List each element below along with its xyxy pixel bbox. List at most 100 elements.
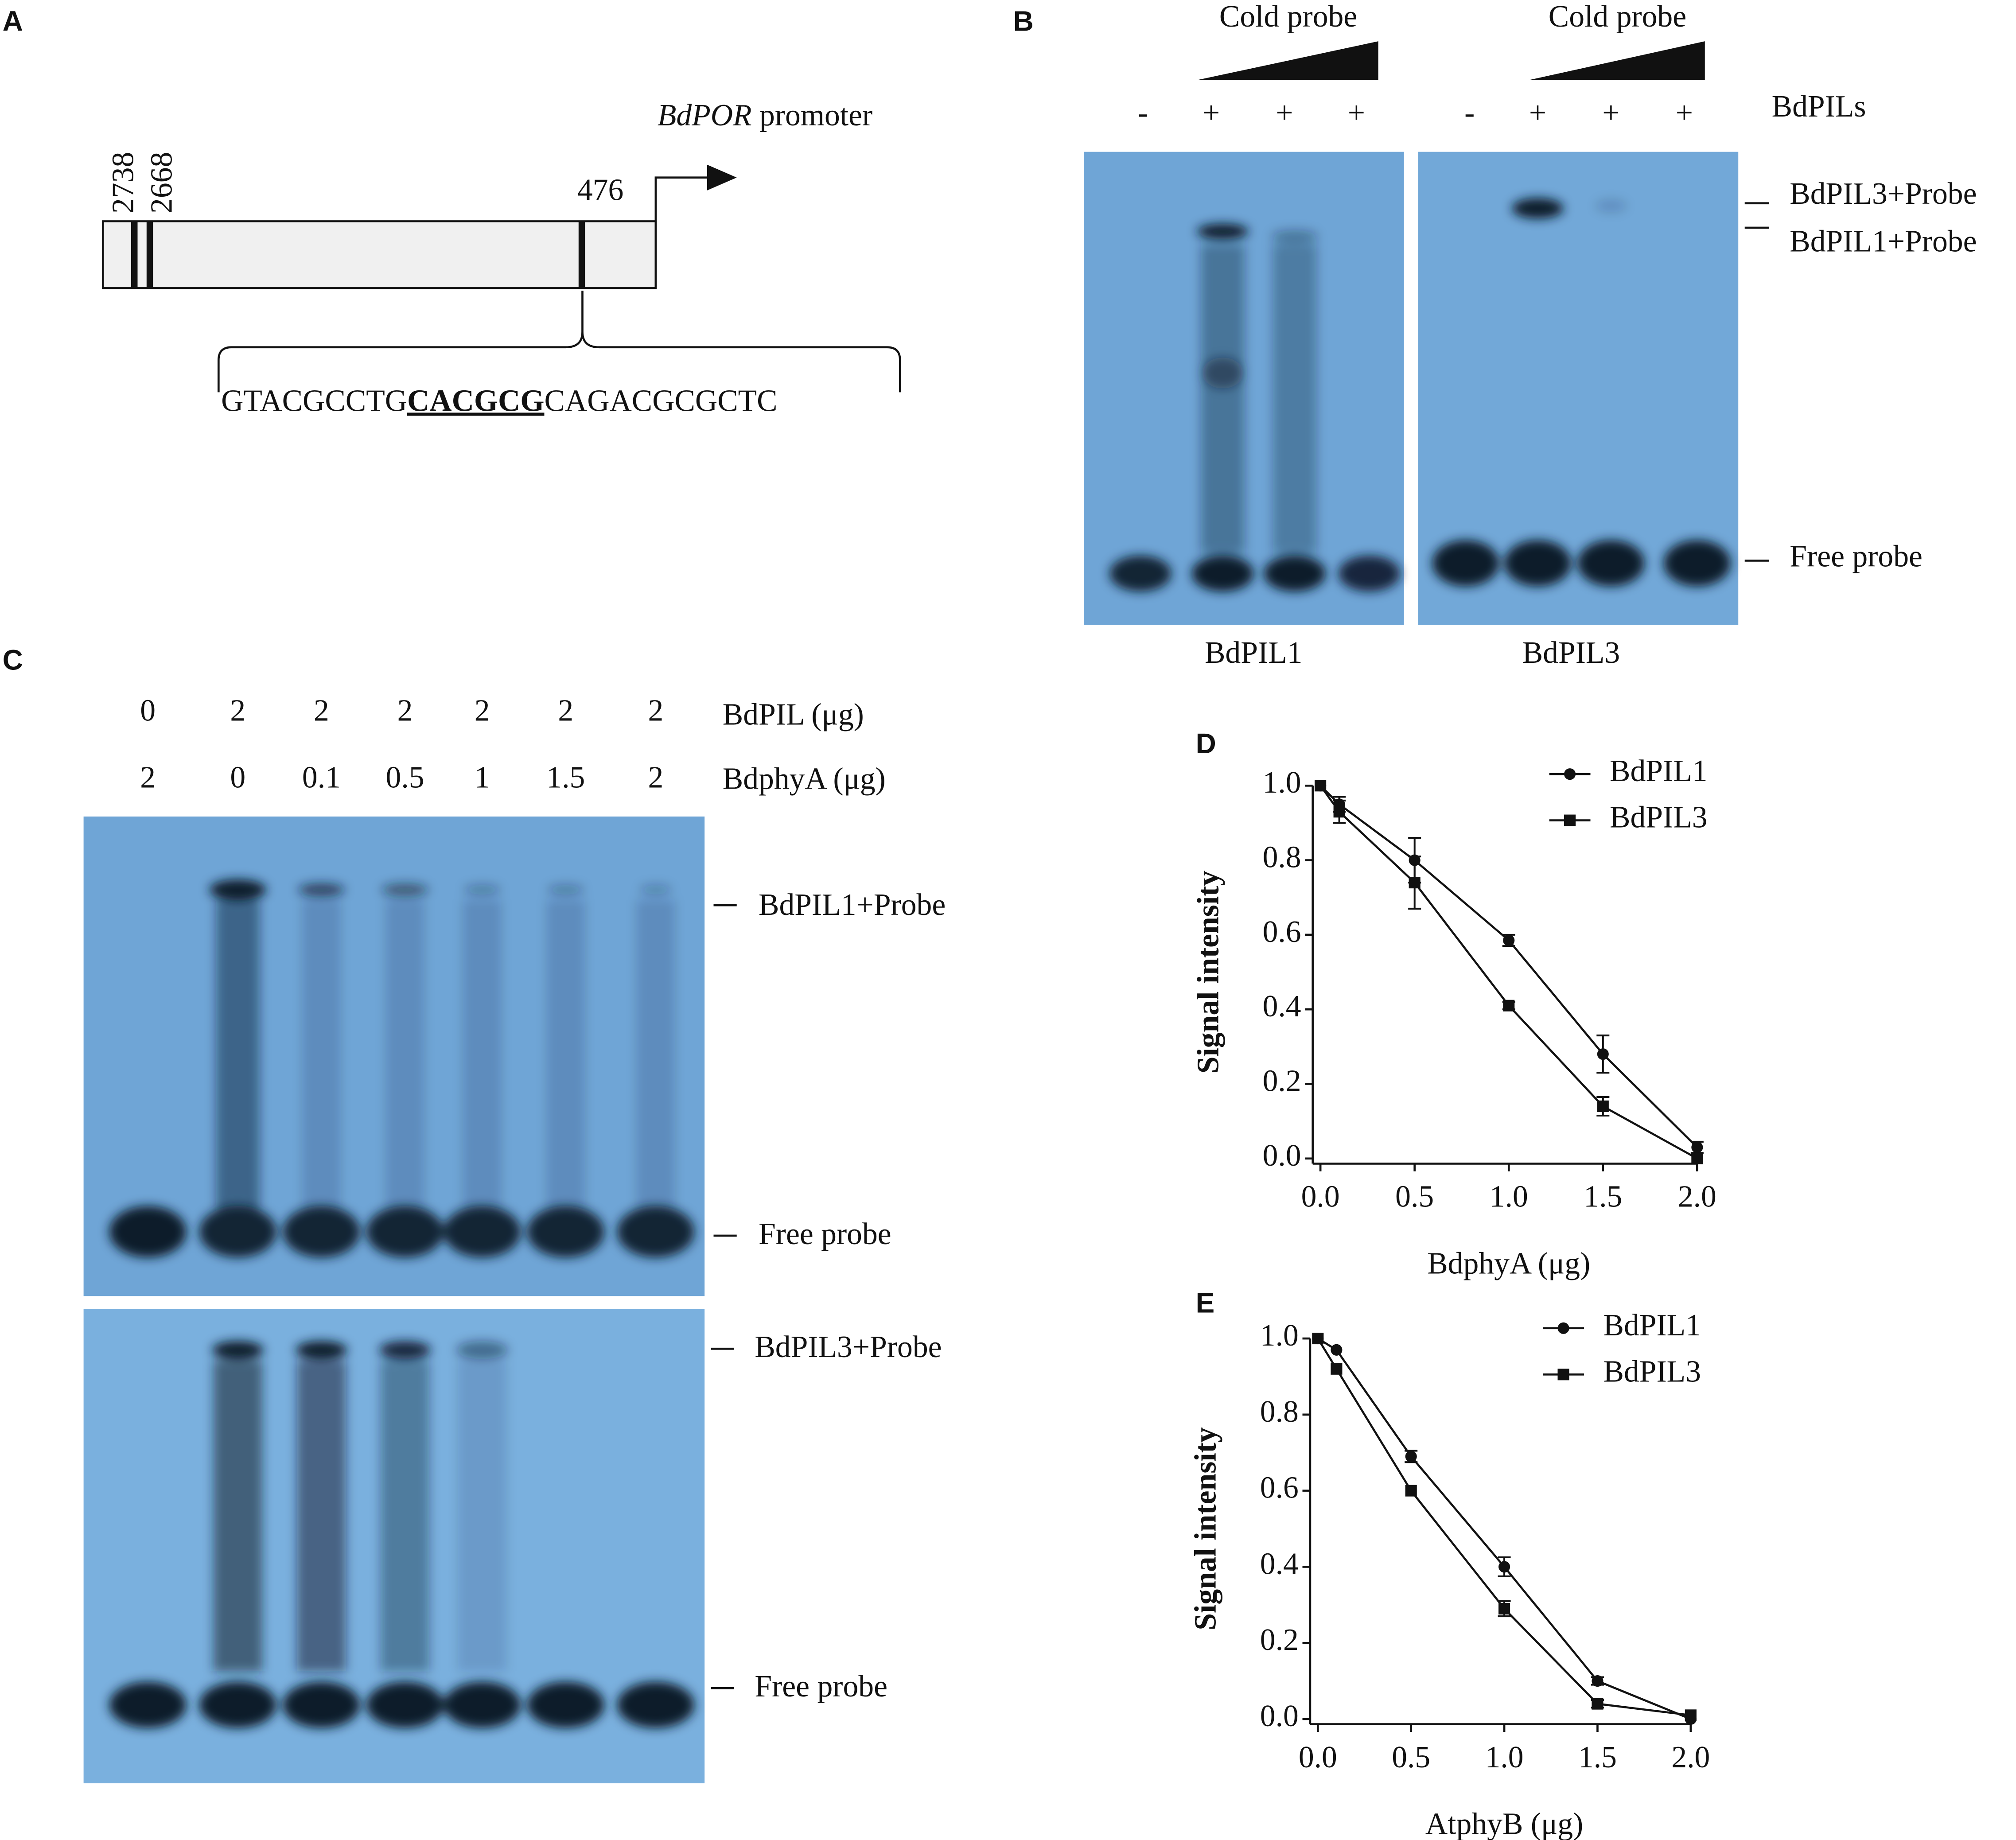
band <box>1512 198 1564 219</box>
smear <box>546 900 585 1209</box>
band <box>1338 555 1401 592</box>
band <box>1596 199 1627 213</box>
legend-label: BdPIL1 <box>1610 754 1708 788</box>
lane-amount: 0.5 <box>386 761 424 795</box>
data-point <box>1331 1344 1343 1356</box>
gel-label: BdPIL1 <box>1205 636 1303 670</box>
smear <box>297 1360 346 1672</box>
x-tick-label: 0.5 <box>1395 1180 1434 1214</box>
data-point <box>1691 1141 1703 1153</box>
position: 2738 <box>106 152 140 214</box>
panel-label: A <box>3 5 23 37</box>
y-tick-label: 0.4 <box>1260 1547 1299 1581</box>
x-tick-label: 2.0 <box>1671 1740 1710 1774</box>
band-dashes <box>711 904 737 1689</box>
x-tick-label: 1.5 <box>1584 1180 1622 1214</box>
band <box>381 883 428 896</box>
lane-sign: - <box>1464 96 1475 130</box>
data-point <box>1315 780 1327 792</box>
band-label: Free probe <box>1790 540 1923 574</box>
band <box>199 1206 276 1258</box>
data-point <box>1498 1561 1510 1573</box>
gel-label: BdPIL3 <box>1522 636 1620 670</box>
band <box>640 884 671 895</box>
data-point <box>1333 806 1345 818</box>
wedge <box>1530 41 1705 80</box>
data-point <box>1409 877 1421 889</box>
y-tick-label: 0.8 <box>1263 840 1301 875</box>
data-point <box>1405 1485 1417 1497</box>
data-point <box>1685 1709 1697 1721</box>
data-point <box>1592 1675 1603 1687</box>
lane-amount: 2 <box>230 694 245 728</box>
smear <box>1201 244 1245 553</box>
site-bar <box>146 221 153 288</box>
panel-label: B <box>1013 5 1034 37</box>
smear <box>463 900 502 1209</box>
band <box>464 884 500 895</box>
smear <box>216 900 260 1209</box>
position: 2668 <box>144 152 179 214</box>
band <box>527 1206 604 1258</box>
panel-label: C <box>3 644 23 676</box>
band <box>296 1341 347 1359</box>
data-point <box>1503 1000 1515 1011</box>
y-axis-label: Signal intensity <box>1191 871 1225 1074</box>
band <box>366 1206 444 1258</box>
series-line <box>1317 1338 1691 1720</box>
band <box>444 1206 521 1258</box>
band <box>1504 540 1571 587</box>
y-tick-label: 0.2 <box>1263 1064 1301 1098</box>
smear <box>380 1360 430 1672</box>
panel-label: E <box>1196 1287 1215 1319</box>
lane-sign: - <box>1138 96 1148 130</box>
x-axis-label: AtphyB (μg) <box>1425 1807 1583 1840</box>
lane-amount: 1.5 <box>546 761 585 795</box>
smear <box>302 900 341 1209</box>
y-axis-label: Signal intensity <box>1189 1427 1223 1630</box>
band-dashes <box>1744 202 1769 562</box>
band <box>209 879 266 900</box>
data-point <box>1498 1603 1510 1614</box>
series-line <box>1319 785 1698 1148</box>
smear <box>636 900 675 1209</box>
x-tick-label: 2.0 <box>1678 1180 1716 1214</box>
lane-sign: + <box>1676 96 1693 130</box>
y-tick-label: 0.0 <box>1263 1139 1301 1173</box>
smear <box>213 1360 262 1672</box>
data-point <box>1405 1451 1417 1463</box>
data-point <box>1592 1698 1603 1710</box>
y-tick-label: 0.0 <box>1260 1699 1299 1733</box>
arrow-head <box>707 164 737 191</box>
gene-suffix: promoter <box>759 98 872 132</box>
lane-sign: + <box>1602 96 1619 130</box>
lane-amount: 2 <box>648 761 664 795</box>
lane-sign: + <box>1529 96 1546 130</box>
gel-bands <box>109 198 1731 1728</box>
band <box>1264 555 1326 592</box>
site-bar <box>578 221 585 288</box>
band <box>617 1681 694 1728</box>
lane-sign: + <box>1276 96 1293 130</box>
band <box>109 1206 187 1258</box>
x-tick-label: 1.0 <box>1490 1180 1528 1214</box>
seq-part: CAGACGCGCTC <box>544 384 777 418</box>
x-tick-label: 1.0 <box>1485 1740 1524 1774</box>
band <box>548 884 584 895</box>
band <box>456 1341 508 1359</box>
lane-sign: + <box>1348 96 1365 130</box>
band <box>1109 555 1171 592</box>
band <box>298 883 345 896</box>
band-label: Free probe <box>759 1217 891 1251</box>
gene-name: BdPOR <box>658 98 752 132</box>
band <box>617 1206 694 1258</box>
legend-label: BdPIL1 <box>1603 1308 1701 1342</box>
band <box>379 1341 431 1359</box>
lane-amount: 0 <box>230 761 245 795</box>
data-point <box>1331 1363 1343 1375</box>
lane-amount: 2 <box>475 694 490 728</box>
tss-arrow <box>654 176 710 288</box>
x-axis-label: BdphyA (μg) <box>1427 1247 1590 1281</box>
promoter-title: BdPOR promoter <box>658 98 872 132</box>
